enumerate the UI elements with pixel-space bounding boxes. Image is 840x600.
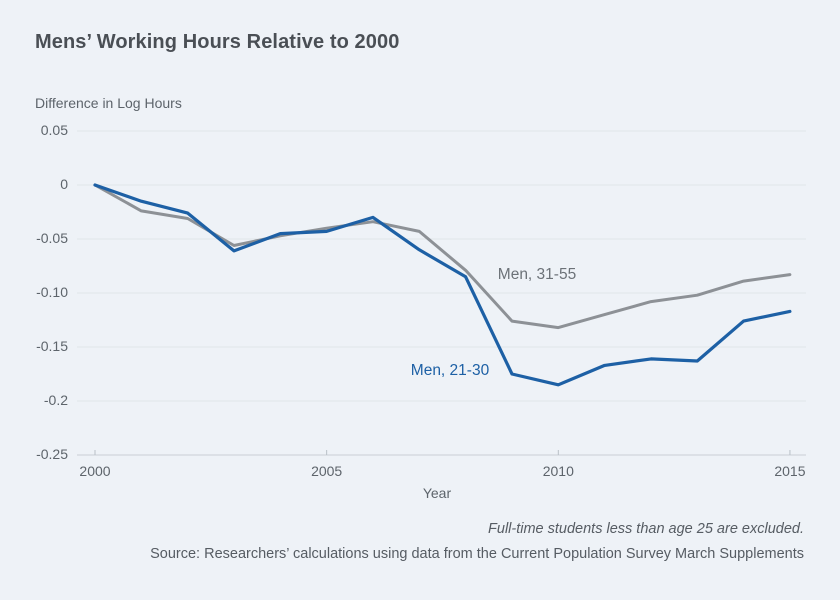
y-axis-title: Difference in Log Hours xyxy=(35,95,182,111)
chart-footnote: Full-time students less than age 25 are … xyxy=(488,521,804,537)
series-label-men-31-55: Men, 31-55 xyxy=(497,266,577,283)
x-tick-label: 2005 xyxy=(311,463,343,479)
series-label-men-21-30: Men, 21-30 xyxy=(410,362,490,379)
x-tick-label: 2015 xyxy=(774,463,806,479)
y-tick-label: -0.2 xyxy=(43,392,68,408)
x-tick-label: 2000 xyxy=(79,463,111,479)
y-tick-label: -0.10 xyxy=(36,284,68,300)
x-tick-label: 2010 xyxy=(542,463,574,479)
y-tick-label: 0 xyxy=(60,176,68,192)
series-line-men-31-55 xyxy=(93,183,792,330)
y-tick-label: -0.05 xyxy=(36,230,68,246)
chart-title: Mens’ Working Hours Relative to 2000 xyxy=(35,31,400,53)
y-tick-label: 0.05 xyxy=(40,122,68,138)
series-line-men-21-30 xyxy=(93,183,792,387)
x-axis-title: Year xyxy=(422,485,452,501)
y-tick-label: -0.25 xyxy=(36,446,68,462)
chart-source: Source: Researchers’ calculations using … xyxy=(150,546,804,562)
y-tick-label: -0.15 xyxy=(36,338,68,354)
